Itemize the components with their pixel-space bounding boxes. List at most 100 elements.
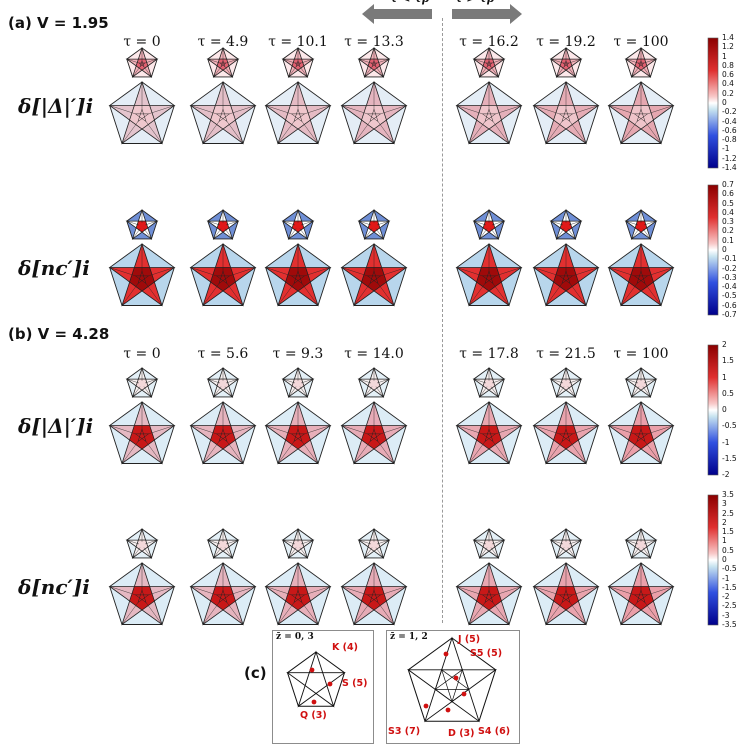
colorbar-tick: 3 [722, 499, 727, 509]
site-label: S4 (6) [478, 726, 511, 737]
colorbar-tick: -1.4 [722, 163, 737, 172]
arrow-label-left: τ < τp [390, 0, 429, 5]
row-label: δ[nc′]i [18, 256, 90, 280]
colorbar-tick: 0.8 [722, 60, 734, 70]
small-pentagon [472, 527, 506, 559]
tau-label: τ = 21.5 [536, 346, 596, 362]
colorbar-tick: 1.4 [722, 33, 734, 42]
colorbar-tick: 0.4 [722, 207, 734, 217]
small-pentagon [549, 527, 583, 559]
large-pentagon [607, 80, 675, 145]
pentagon-row [108, 208, 675, 307]
colorbar-tick: -0.4 [722, 116, 737, 126]
colorbar-tick: 0.2 [722, 88, 734, 98]
small-pentagon [357, 527, 391, 559]
site-legend-title: z̄ = 1, 2 [390, 632, 428, 642]
small-pentagon [624, 527, 658, 559]
large-pentagon [607, 400, 675, 465]
tau-label: τ = 100 [613, 34, 669, 50]
small-pentagon [281, 46, 315, 78]
tau-label: τ = 16.2 [459, 34, 519, 50]
site-label: S3 (7) [388, 726, 421, 737]
small-pentagon [624, 208, 658, 240]
tau-p-divider [442, 18, 443, 623]
large-pentagon [189, 80, 257, 145]
site-legend-title: z̄ = 0, 3 [276, 632, 314, 642]
colorbar-tick: -0.6 [722, 300, 737, 310]
site-label: D (3) [448, 728, 475, 739]
site-legend-box [272, 630, 374, 744]
site-label: S5 (5) [470, 648, 503, 659]
colorbar-tick: -1.5 [722, 453, 737, 463]
colorbar-tick: 0.6 [722, 70, 734, 80]
site-legend-box [386, 630, 520, 744]
colorbar-tick: 1 [722, 51, 727, 61]
tau-label: τ = 5.6 [197, 346, 249, 362]
colorbar [707, 184, 719, 316]
site-diagram [406, 636, 498, 723]
tau-label: τ = 9.3 [272, 346, 324, 362]
small-pentagon [125, 366, 159, 398]
arrow-label-right: τ > τp [455, 0, 494, 5]
colorbar-tick: -0.1 [722, 254, 737, 264]
small-pentagon [624, 46, 658, 78]
tau-label: τ = 0 [123, 346, 161, 362]
colorbar-tick: 0.5 [722, 388, 734, 398]
small-pentagon [206, 46, 240, 78]
colorbar-tick: -0.7 [722, 310, 737, 319]
colorbar-tick: -1 [722, 144, 730, 154]
large-pentagon [264, 242, 332, 307]
large-pentagon [532, 242, 600, 307]
colorbar [707, 494, 719, 626]
colorbar-tick: 1 [722, 536, 727, 546]
large-pentagon [189, 400, 257, 465]
colorbar-tick: 1.5 [722, 356, 734, 366]
colorbar-tick: 1.5 [722, 527, 734, 537]
right-arrow-icon [452, 4, 522, 24]
site-label: Q (3) [300, 710, 327, 721]
colorbar-tick: -1.5 [722, 582, 737, 592]
small-pentagon [125, 46, 159, 78]
colorbar-tick: 2 [722, 340, 727, 349]
small-pentagon [206, 208, 240, 240]
colorbar-tick: 0.5 [722, 545, 734, 555]
small-pentagon [357, 46, 391, 78]
panel-label-a: (a) V = 1.95 [8, 14, 109, 32]
pentagon-row [108, 46, 675, 145]
site-marker [327, 681, 333, 687]
colorbar-tick: 2 [722, 517, 727, 527]
small-pentagon [549, 208, 583, 240]
row-label: δ[|Δ|′]i [18, 94, 94, 118]
colorbar-tick: -1.2 [722, 153, 737, 163]
colorbar-tick: -0.4 [722, 282, 737, 292]
colorbar-tick: -1 [722, 437, 730, 447]
small-pentagon [206, 527, 240, 559]
site-marker [461, 691, 467, 697]
colorbar-tick: 0 [722, 555, 727, 564]
colorbar-tick: 3.5 [722, 490, 734, 499]
colorbar-tick: 0 [722, 405, 727, 414]
small-pentagon [624, 366, 658, 398]
colorbar-tick: -3 [722, 610, 730, 620]
colorbar-tick: -2.5 [722, 601, 737, 611]
small-pentagon [549, 46, 583, 78]
large-pentagon [264, 400, 332, 465]
colorbar-tick: -2 [722, 592, 730, 602]
colorbar-tick: 0.6 [722, 189, 734, 199]
small-pentagon [281, 366, 315, 398]
small-pentagon [281, 527, 315, 559]
large-pentagon [455, 80, 523, 145]
tau-label: τ = 10.1 [268, 34, 328, 50]
tau-label: τ = 13.3 [344, 34, 404, 50]
colorbar-tick: -3.5 [722, 620, 737, 629]
site-diagram [286, 650, 346, 708]
colorbar-tick: -0.6 [722, 125, 737, 135]
colorbar-tick: -0.5 [722, 291, 737, 301]
large-pentagon [264, 80, 332, 145]
large-pentagon [189, 561, 257, 626]
colorbar-tick: 1.2 [722, 42, 734, 52]
colorbar-tick: 0 [722, 245, 727, 254]
colorbar-tick: -0.8 [722, 135, 737, 145]
large-pentagon [108, 242, 176, 307]
small-pentagon [125, 208, 159, 240]
